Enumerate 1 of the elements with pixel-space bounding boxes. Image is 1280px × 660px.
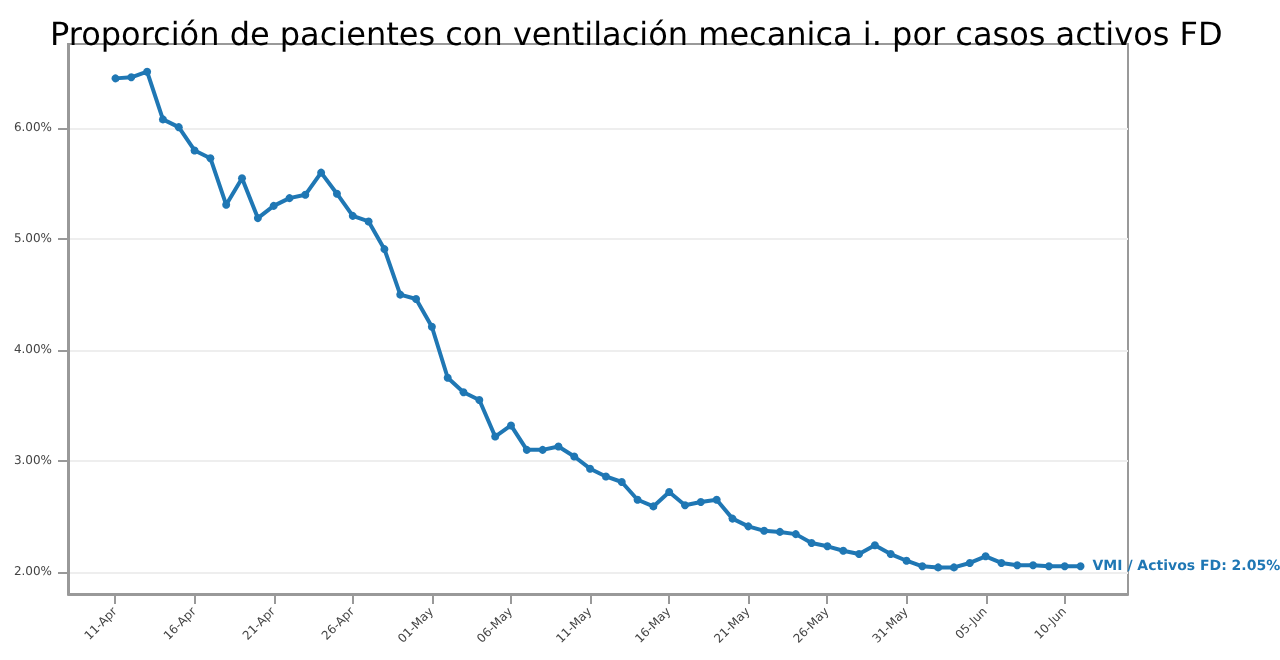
chart-title: Proporción de pacientes con ventilación mecanica i. por casos activos FD [50, 15, 1223, 53]
